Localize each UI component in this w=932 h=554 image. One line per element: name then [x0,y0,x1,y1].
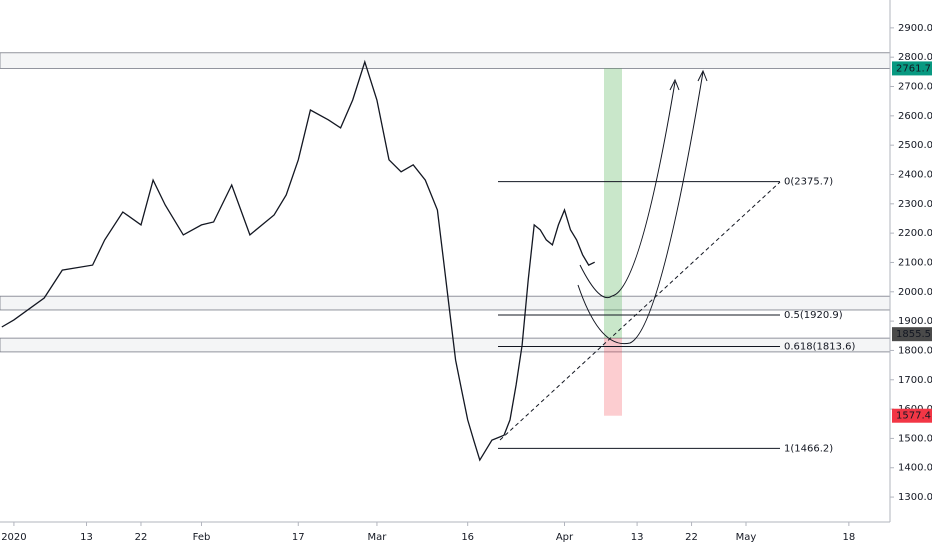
zone [0,52,891,69]
price-label-bg [892,327,932,342]
x-tick-label: Apr [556,532,574,543]
x-tick-label: 16 [461,532,474,543]
trend-line [499,181,781,441]
y-tick-label: 2600.0 [898,111,932,122]
zone [0,295,891,311]
stop-box [604,338,622,416]
y-tick-label: 1500.0 [898,433,932,444]
y-tick-label: 1800.0 [898,345,932,356]
fib-label: 0.618(1813.6) [784,341,856,352]
y-tick-label: 1700.0 [898,375,932,386]
x-tick-label: Feb [193,532,211,543]
y-tick-label: 2300.0 [898,199,932,210]
y-tick-label: 2000.0 [898,287,932,298]
fib-label: 1(1466.2) [784,443,833,454]
price-label: 2761.7 [896,63,931,74]
fib-label: 0.5(1920.9) [784,310,843,321]
price-label: 1855.5 [896,329,931,340]
y-tick-label: 2400.0 [898,169,932,180]
projection-curve [579,81,676,298]
price-label: 1577.4 [896,411,931,422]
x-tick-label: 2020 [1,532,26,543]
y-tick-label: 2500.0 [898,140,932,151]
arrow-head [669,78,680,91]
target-box [604,68,622,339]
y-tick-label: 2800.0 [898,52,932,63]
price-line [1,59,595,462]
y-tick-label: 1900.0 [898,316,932,327]
y-tick-label: 1400.0 [898,463,932,474]
x-tick-label: Mar [367,532,387,543]
y-tick-label: 2200.0 [898,228,932,239]
x-tick-label: 22 [135,532,148,543]
y-tick-label: 2700.0 [898,82,932,93]
x-tick-label: 22 [685,532,698,543]
x-tick-label: 17 [292,532,305,543]
price-label-bg [892,61,932,76]
y-tick-label: 1300.0 [898,492,932,503]
fib-label: 0(2375.7) [784,177,833,188]
x-tick-label: 18 [842,532,855,543]
arrow-head [697,69,708,82]
zone [0,337,891,353]
x-tick-label: 13 [80,532,93,543]
x-tick-label: May [736,532,757,543]
y-tick-label: 2100.0 [898,257,932,268]
y-tick-label: 2900.0 [898,23,932,34]
price-label-bg [892,408,932,423]
x-tick-label: 13 [631,532,644,543]
